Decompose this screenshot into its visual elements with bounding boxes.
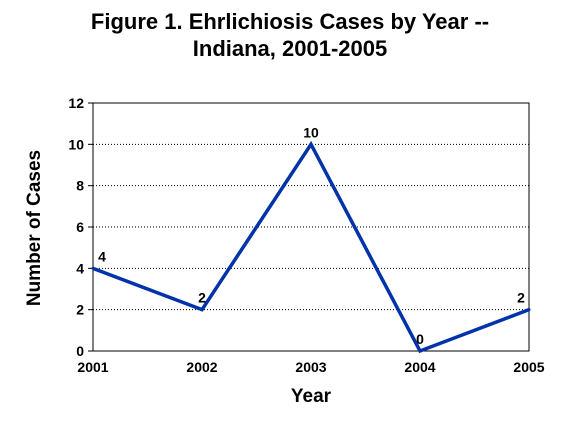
y-tick-label-2: 2	[76, 302, 84, 318]
data-label-2001: 4	[98, 248, 106, 264]
x-tick-label-2004: 2004	[404, 359, 435, 375]
data-point-2003	[309, 142, 313, 146]
x-tick-label-2002: 2002	[186, 359, 217, 375]
plot-frame	[92, 102, 530, 352]
data-point-2004	[418, 349, 422, 353]
series-line-1	[92, 140, 530, 354]
data-label-2005: 2	[517, 290, 525, 306]
chart-title-line-2: Indiana, 2001-2005	[192, 36, 388, 61]
y-tick-label-10: 10	[68, 136, 84, 152]
y-tick-label-4: 4	[76, 260, 84, 276]
data-point-2002	[200, 308, 204, 312]
y-tick-label-6: 6	[76, 219, 84, 235]
data-point-2001	[91, 266, 95, 270]
y-tick-label-12: 12	[68, 95, 84, 111]
data-point-2005	[527, 308, 531, 312]
data-label-2002: 2	[198, 290, 206, 306]
data-label-2004: 0	[416, 331, 424, 347]
y-tick-labels: 0 2 4 6 8 10 12	[68, 95, 84, 359]
y-tick-label-0: 0	[76, 343, 84, 359]
data-labels: 4 2 10 0 2	[98, 124, 525, 347]
y-axis-label: Number of Cases	[24, 150, 45, 306]
axes	[88, 102, 530, 352]
x-tick-label-2003: 2003	[295, 359, 326, 375]
data-label-2003: 10	[303, 124, 319, 140]
x-axis-label: Year	[291, 386, 332, 407]
x-tick-labels: 2001 2002 2003 2004 2005	[77, 359, 544, 375]
y-tick-label-8: 8	[76, 178, 84, 194]
chart-title: Figure 1. Ehrlichiosis Cases by Year -- …	[0, 8, 580, 62]
x-tick-label-2001: 2001	[77, 359, 108, 375]
x-tick-label-2005: 2005	[513, 359, 544, 375]
series	[91, 140, 531, 354]
chart-title-line-1: Figure 1. Ehrlichiosis Cases by Year --	[90, 9, 490, 34]
